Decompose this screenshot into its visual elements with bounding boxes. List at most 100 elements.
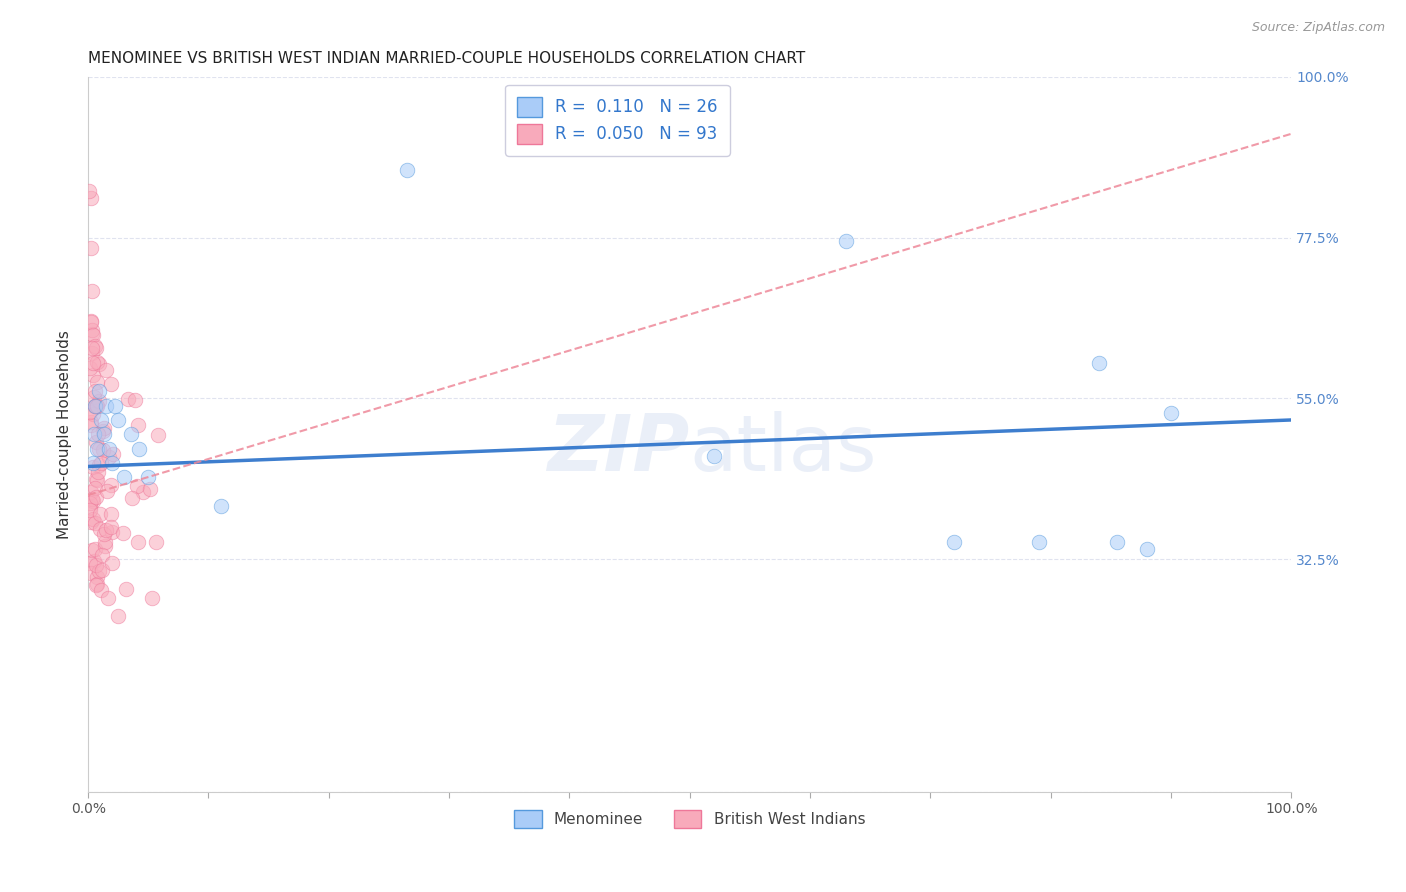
Point [100,507,122,521]
Point [91,424,114,438]
Point [86,577,108,591]
Point [90,563,112,577]
Point [127,418,149,433]
Point [121,491,143,506]
Point [86,375,108,389]
Point [86,355,108,369]
Point [79,496,101,510]
Point [87,458,110,473]
Point [1105,534,1128,549]
Point [97,450,120,465]
Point [127,534,149,549]
Point [93,527,115,541]
Point [101,556,124,570]
Point [79,516,101,530]
Point [117,392,139,406]
Point [100,524,122,539]
Point [86,399,108,413]
Point [1136,541,1159,556]
Point [93,427,115,442]
Point [107,608,129,623]
Point [84,490,107,504]
Point [80,415,103,429]
Point [100,377,122,392]
Point [80,543,103,558]
Point [82,407,104,421]
Point [141,591,163,606]
Point [82,368,104,382]
Point [94,523,117,537]
Point [84,542,107,557]
Point [86,442,108,456]
Point [97,442,120,456]
Point [132,485,155,500]
Point [1088,356,1111,370]
Point [80,485,103,500]
Point [82,460,104,475]
Point [97,591,120,605]
Point [79,556,101,570]
Point [79,184,101,198]
Point [93,539,115,553]
Point [107,413,129,427]
Point [84,339,107,353]
Point [84,558,107,573]
Point [835,234,858,248]
Point [83,427,105,442]
Point [82,328,104,343]
Legend: Menominee, British West Indians: Menominee, British West Indians [508,804,872,834]
Point [96,484,118,499]
Point [128,442,150,456]
Point [82,323,104,337]
Point [79,503,101,517]
Point [80,315,103,329]
Point [86,472,108,486]
Point [80,566,103,581]
Point [87,384,110,399]
Point [91,442,114,457]
Point [87,564,110,578]
Point [87,465,110,479]
Point [87,357,110,371]
Point [80,314,103,328]
Point [84,434,107,449]
Point [1028,534,1050,549]
Point [114,582,136,596]
Point [90,456,112,470]
Point [111,526,134,541]
Point [90,413,112,427]
Point [80,284,103,298]
Point [93,420,115,434]
Point [86,341,108,355]
Point [80,417,103,432]
Point [87,442,110,456]
Point [83,481,105,495]
Point [94,535,117,549]
Point [84,399,107,413]
Point [80,327,103,342]
Text: atlas: atlas [690,410,877,486]
Text: Source: ZipAtlas.com: Source: ZipAtlas.com [1251,21,1385,34]
Point [79,500,101,514]
Point [82,512,104,526]
Point [79,241,101,255]
Point [125,479,148,493]
Point [79,360,101,375]
Point [209,499,232,513]
Text: MENOMINEE VS BRITISH WEST INDIAN MARRIED-COUPLE HOUSEHOLDS CORRELATION CHART: MENOMINEE VS BRITISH WEST INDIAN MARRIED… [89,51,806,66]
Point [100,520,122,534]
Point [80,491,103,506]
Point [139,483,162,497]
Point [703,449,725,463]
Point [83,516,105,530]
Point [89,523,111,537]
Point [104,399,127,413]
Point [84,384,107,399]
Point [82,346,104,360]
Point [79,191,101,205]
Point [96,363,118,377]
Point [82,356,104,370]
Point [145,534,167,549]
Point [100,477,122,491]
Point [87,427,110,442]
